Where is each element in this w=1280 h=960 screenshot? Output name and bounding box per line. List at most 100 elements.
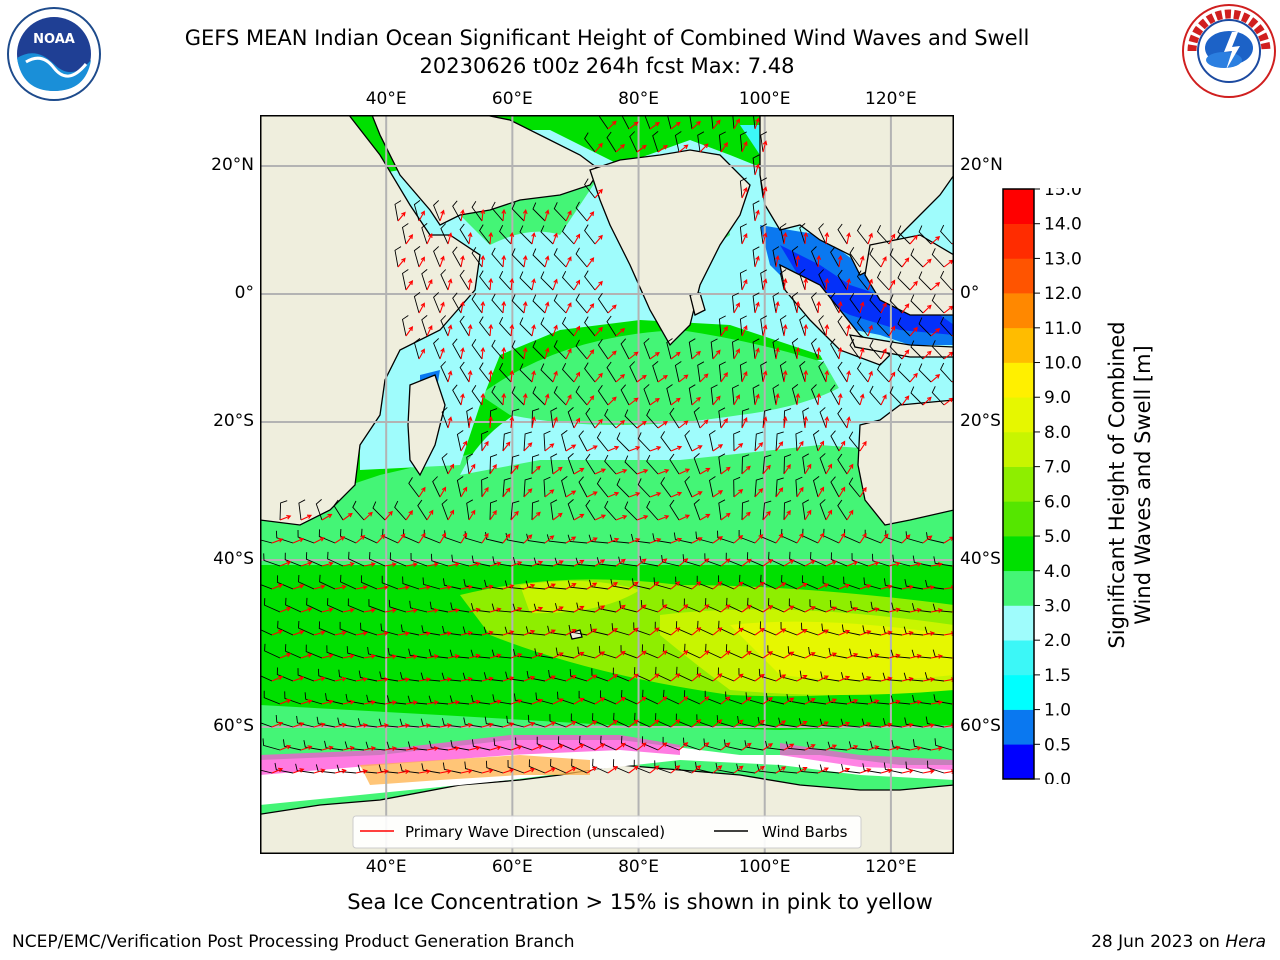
wave-arrow [342, 561, 355, 567]
wave-arrow [397, 257, 406, 268]
wave-arrow [649, 492, 662, 498]
wave-arrow [775, 533, 784, 544]
wind-barb [684, 643, 701, 659]
wind-barb [683, 737, 701, 751]
lat-tick-right: 60°S [960, 716, 1001, 736]
wind-barb [931, 386, 945, 406]
wind-barb [849, 247, 861, 268]
wave-arrow [804, 509, 812, 521]
wind-barb [696, 714, 714, 728]
wave-arrow [649, 446, 662, 452]
wave-arrow [838, 532, 846, 544]
wave-arrow [522, 392, 528, 406]
wave-arrow [817, 767, 829, 774]
wave-arrow [741, 511, 751, 521]
wind-barb [933, 556, 953, 567]
wind-barb [708, 476, 716, 498]
wind-barb [931, 340, 945, 360]
wave-arrow [909, 745, 922, 751]
wave-arrow [670, 765, 681, 774]
wind-barb [634, 712, 651, 728]
wind-barb [339, 621, 357, 636]
wind-barb [660, 477, 672, 498]
wind-barb [697, 620, 714, 636]
wind-barb [264, 643, 281, 659]
wave-arrow [376, 585, 389, 590]
wind-barb [933, 694, 953, 705]
wave-arrow [733, 719, 744, 728]
wind-barb [655, 666, 672, 682]
colorbar-tick-label: 10.0 [1044, 354, 1082, 374]
wave-arrow [837, 300, 843, 314]
wind-barb [511, 386, 525, 406]
map-legend: Primary Wave Direction (unscaled) Wind B… [352, 815, 862, 849]
wave-arrow [523, 583, 536, 590]
wave-arrow [502, 722, 515, 728]
wind-barb [535, 692, 554, 705]
wind-barb [452, 384, 462, 406]
wave-arrow [342, 699, 355, 705]
wave-arrow [712, 490, 724, 498]
wind-barb [578, 690, 596, 705]
wind-barb [752, 338, 760, 360]
wind-barb [512, 556, 533, 567]
wave-arrow [397, 585, 410, 591]
wave-arrow [880, 630, 893, 636]
wind-barb [449, 695, 470, 705]
wind-barb [780, 621, 798, 636]
wave-arrow [804, 652, 816, 659]
wave-arrow [321, 699, 334, 705]
wave-arrow [691, 350, 701, 360]
wind-barb [526, 670, 546, 682]
wind-barb [584, 224, 596, 245]
wind-barb [532, 248, 546, 268]
wind-barb [849, 293, 861, 314]
wind-barb [492, 694, 512, 705]
wave-arrow [468, 463, 476, 475]
wave-arrow [796, 532, 804, 544]
wind-barb [830, 476, 840, 498]
wave-arrow [649, 581, 660, 590]
wind-barb [624, 501, 638, 521]
wind-barb [561, 224, 575, 245]
wind-barb [629, 131, 638, 153]
wind-barb [585, 407, 596, 429]
wind-barb [918, 225, 932, 245]
wave-arrow [342, 607, 355, 613]
wind-barb [422, 577, 441, 590]
wave-arrow [846, 652, 859, 659]
wind-barb [788, 598, 806, 613]
wave-arrow [544, 535, 555, 544]
wind-barb [540, 271, 554, 291]
wind-barb [575, 385, 588, 406]
wave-arrow [867, 745, 880, 751]
wave-arrow [901, 349, 910, 360]
wave-arrow [460, 676, 473, 682]
wind-barb [752, 115, 756, 130]
wind-barb [327, 598, 344, 613]
wave-arrow [405, 654, 418, 660]
wave-arrow [691, 719, 702, 728]
wave-arrow [782, 415, 788, 429]
wave-arrow [754, 488, 764, 498]
wind-barb [519, 317, 533, 337]
wind-barb [357, 764, 378, 774]
wave-arrow [901, 768, 914, 774]
wave-arrow [426, 232, 433, 245]
wind-barb [862, 763, 882, 774]
wave-arrow [699, 467, 711, 475]
wave-arrow [594, 326, 603, 337]
wind-barb [783, 500, 792, 521]
wind-barb [491, 247, 504, 268]
wave-arrow [670, 397, 681, 406]
wind-barb [277, 620, 294, 636]
wind-barb [918, 363, 932, 383]
wind-barb [346, 646, 365, 659]
wave-arrow [930, 328, 941, 337]
wind-barb [358, 670, 378, 682]
wave-arrow [531, 560, 544, 567]
wind-barb [646, 500, 659, 521]
wave-arrow [439, 532, 447, 544]
wave-arrow [363, 608, 376, 613]
wave-arrow [447, 370, 453, 383]
